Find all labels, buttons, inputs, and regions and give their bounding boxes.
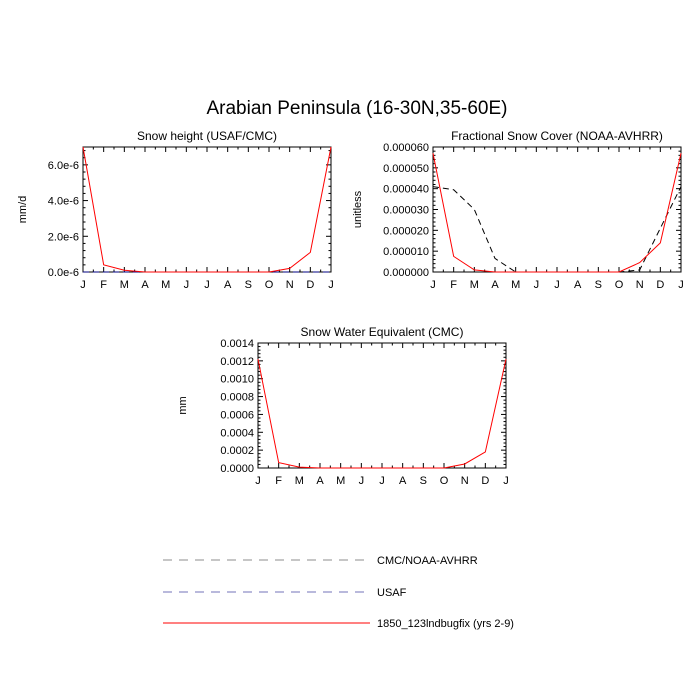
panel-snow-water-equivalent: Snow Water Equivalent (CMC)mmJ F M A M J J A S O N… — [177, 325, 509, 487]
x-tick-label: O — [265, 279, 274, 291]
series-line — [432, 153, 682, 273]
x-tick-label: J — [359, 475, 365, 487]
legend-label: USAF — [377, 587, 407, 599]
y-tick-label: 0.0014 — [220, 338, 254, 350]
x-tick-label: J — [554, 279, 560, 291]
y-tick-label: 0.000020 — [383, 225, 429, 237]
y-tick-label: 0.0004 — [220, 427, 254, 439]
x-tick-label: M — [511, 279, 520, 291]
y-axis-label: unitless — [352, 190, 364, 228]
y-tick-label: 0.000000 — [383, 267, 429, 279]
panel-title: Snow height (USAF/CMC) — [137, 129, 277, 143]
x-tick-label: J — [184, 279, 190, 291]
x-tick-label: J — [255, 475, 261, 487]
x-tick-label: N — [461, 475, 469, 487]
x-tick-label: S — [595, 279, 602, 291]
y-tick-label: 0.0010 — [220, 374, 254, 386]
x-tick-label: J — [80, 279, 86, 291]
series-line — [432, 186, 682, 273]
figure-title: Arabian Peninsula (16-30N,35-60E) — [206, 98, 507, 119]
y-tick-label: 2.0e-6 — [48, 231, 79, 243]
panel-title: Snow Water Equivalent (CMC) — [301, 325, 464, 339]
x-tick-label: S — [420, 475, 427, 487]
y-tick-label: 0.0e-6 — [48, 267, 79, 279]
y-axis-label: mm/d — [17, 196, 29, 224]
y-tick-label: 0.0008 — [220, 392, 254, 404]
x-tick-label: O — [440, 475, 449, 487]
x-tick-label: A — [491, 279, 499, 291]
y-tick-label: 4.0e-6 — [48, 196, 79, 208]
y-tick-label: 0.0000 — [220, 463, 254, 475]
x-tick-label: D — [656, 279, 664, 291]
panel-title: Fractional Snow Cover (NOAA-AVHRR) — [451, 129, 663, 143]
x-tick-label: M — [120, 279, 129, 291]
x-tick-label: D — [481, 475, 489, 487]
panel-fractional-snow-cover: Fractional Snow Cover (NOAA-AVHRR) unitle… — [352, 129, 684, 291]
x-tick-label: N — [636, 279, 644, 291]
x-tick-label: D — [306, 279, 314, 291]
x-tick-label: A — [224, 279, 232, 291]
panel-snow-height: Snow height (USAF/CMC)mm/dJ F M A M J J A S O N D J0… — [17, 129, 334, 291]
x-tick-label: J — [204, 279, 210, 291]
x-tick-label: M — [470, 279, 479, 291]
legend-label: CMC/NOAA-AVHRR — [377, 555, 478, 567]
x-tick-label: F — [450, 279, 457, 291]
x-tick-label: S — [245, 279, 252, 291]
y-tick-label: 0.0006 — [220, 409, 254, 421]
legend-label: 1850_123lndbugfix (yrs 2-9) — [377, 618, 514, 630]
y-tick-label: 0.000040 — [383, 184, 429, 196]
y-tick-label: 0.0012 — [220, 356, 254, 368]
x-tick-label: J — [430, 279, 436, 291]
x-tick-label: A — [399, 475, 407, 487]
x-tick-label: J — [379, 475, 385, 487]
x-tick-label: J — [328, 279, 334, 291]
plot-frame — [82, 146, 332, 273]
y-tick-label: 0.000060 — [383, 142, 429, 154]
x-tick-label: M — [295, 475, 304, 487]
x-tick-label: F — [100, 279, 107, 291]
series-line — [82, 146, 332, 273]
x-tick-label: A — [574, 279, 582, 291]
x-tick-label: M — [161, 279, 170, 291]
legend: CMC/NOAA-AVHRR USAF 1850_123lndbugfix (yrs… — [163, 555, 514, 630]
x-tick-label: J — [503, 475, 509, 487]
series-line — [257, 358, 507, 469]
y-tick-label: 0.0002 — [220, 445, 254, 457]
x-tick-label: O — [615, 279, 624, 291]
plot-frame — [257, 342, 507, 469]
x-tick-label: J — [534, 279, 540, 291]
y-tick-label: 6.0e-6 — [48, 160, 79, 172]
x-tick-label: M — [336, 475, 345, 487]
x-tick-label: A — [316, 475, 324, 487]
y-tick-label: 0.000030 — [383, 205, 429, 217]
y-tick-label: 0.000050 — [383, 163, 429, 175]
x-tick-label: F — [275, 475, 282, 487]
plot-frame — [432, 146, 682, 273]
x-tick-label: N — [286, 279, 294, 291]
x-tick-label: A — [141, 279, 149, 291]
x-tick-label: J — [678, 279, 684, 291]
y-tick-label: 0.000010 — [383, 246, 429, 258]
y-axis-label: mm — [177, 396, 189, 414]
